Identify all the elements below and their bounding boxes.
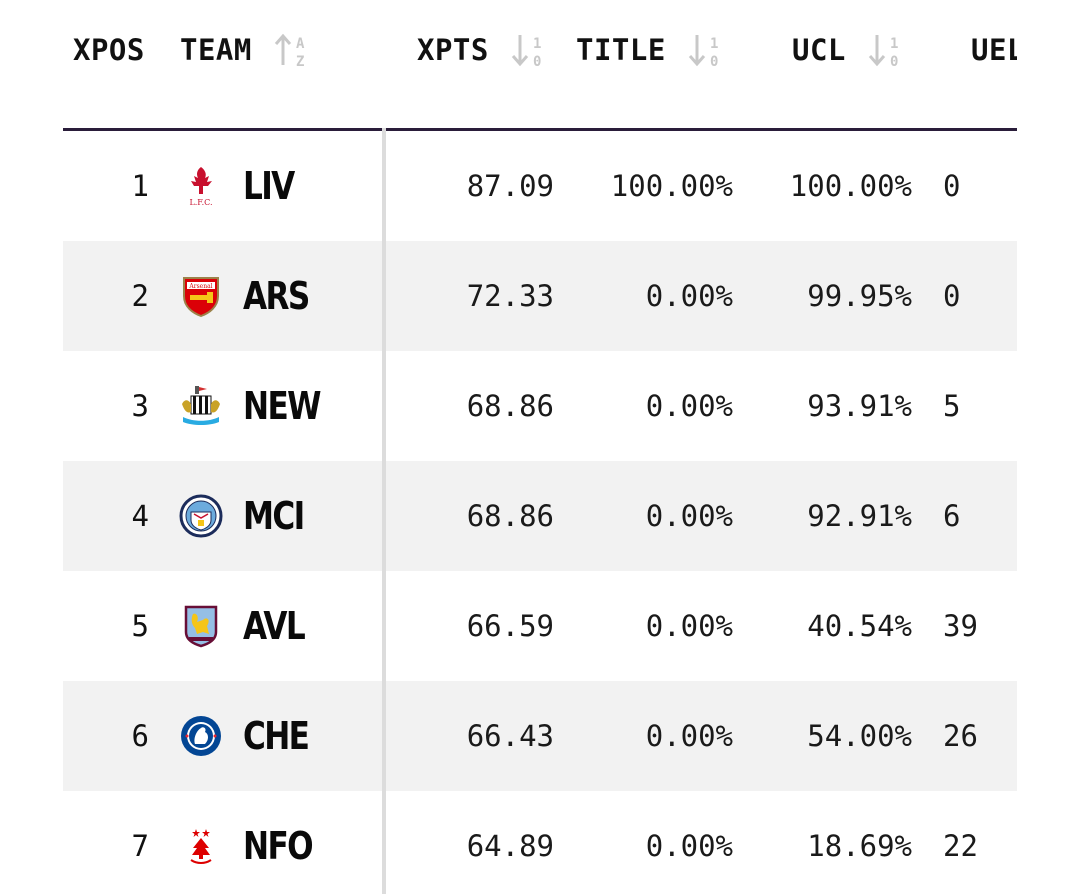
title-value: 0.00% [645,389,733,423]
sort-numeric-desc-icon[interactable]: 1 0 [511,31,547,69]
sort-alpha-icon[interactable]: A Z [274,31,310,69]
svg-text:0: 0 [710,54,719,69]
header-uel[interactable]: UEL [971,28,1017,72]
row-position: 1 [131,169,149,203]
newcastle-crest-icon [179,384,223,428]
title-value: 0.00% [645,829,733,863]
team-abbr[interactable]: LIV [243,164,295,208]
svg-text:0: 0 [533,54,542,69]
aston-villa-crest-icon [179,604,223,648]
svg-text:A: A [296,36,305,52]
table-row[interactable]: 3 NEW 68.86 0.00% 93.91% 5 [63,351,1017,461]
title-value: 0.00% [645,609,733,643]
ucl-value: 92.91% [807,499,912,533]
uel-value: 26 [943,719,978,753]
table-row[interactable]: 7 NFO 64.89 0.00% 18.69% 22 [63,791,1017,894]
xpts-value: 66.43 [466,719,554,753]
row-position: 3 [131,389,149,423]
sort-numeric-desc-icon[interactable]: 1 0 [688,31,724,69]
svg-text:1: 1 [890,36,899,52]
xpts-value: 66.59 [466,609,554,643]
svg-text:Arsenal: Arsenal [188,283,212,290]
header-ucl[interactable]: UCL 1 0 [792,28,904,72]
standings-table: XPOS TEAM A Z XPTS 1 0 [63,0,1017,894]
ucl-value: 93.91% [807,389,912,423]
title-value: 0.00% [645,719,733,753]
chelsea-crest-icon [179,714,223,758]
team-abbr[interactable]: CHE [243,714,310,758]
row-position: 2 [131,279,149,313]
table-row[interactable]: 4 MCI 68.86 0.00% 92.91% 6 [63,461,1017,571]
xpts-value: 64.89 [466,829,554,863]
uel-value: 22 [943,829,978,863]
header-xpts-label: XPTS [417,33,489,67]
header-uel-label: UEL [971,33,1017,67]
xpts-value: 72.33 [466,279,554,313]
header-title-label: TITLE [576,33,666,67]
sort-numeric-desc-icon[interactable]: 1 0 [868,31,904,69]
team-abbr[interactable]: NEW [243,384,321,428]
title-value: 100.00% [610,169,733,203]
svg-text:1: 1 [533,36,542,52]
svg-text:L.F.C.: L.F.C. [189,198,212,207]
table-header: XPOS TEAM A Z XPTS 1 0 [63,0,1017,131]
title-value: 0.00% [645,279,733,313]
uel-value: 5 [943,389,961,423]
ucl-value: 100.00% [789,169,912,203]
header-xpos[interactable]: XPOS [73,28,145,72]
ucl-value: 40.54% [807,609,912,643]
team-abbr[interactable]: MCI [243,494,305,538]
sticky-column-divider [382,128,386,894]
team-abbr[interactable]: AVL [243,604,306,648]
nottingham-forest-crest-icon [179,824,223,868]
xpts-value: 87.09 [466,169,554,203]
svg-text:0: 0 [890,54,899,69]
header-xpos-label: XPOS [73,33,145,67]
team-abbr[interactable]: NFO [243,824,314,868]
team-abbr[interactable]: ARS [243,274,310,318]
header-team-label: TEAM [180,33,252,67]
liverpool-crest-icon: L.F.C. [179,164,223,208]
ucl-value: 54.00% [807,719,912,753]
header-team[interactable]: TEAM A Z [180,28,310,72]
svg-text:1: 1 [710,36,719,52]
table-row[interactable]: 5 AVL 66.59 0.00% 40.54% 39 [63,571,1017,681]
row-position: 7 [131,829,149,863]
header-title[interactable]: TITLE 1 0 [576,28,724,72]
ucl-value: 18.69% [807,829,912,863]
uel-value: 0 [943,169,961,203]
table-row[interactable]: 2 Arsenal ARS 72.33 0.00% 99.95% 0 [63,241,1017,351]
uel-value: 0 [943,279,961,313]
man-city-crest-icon [179,494,223,538]
arsenal-crest-icon: Arsenal [179,274,223,318]
ucl-value: 99.95% [807,279,912,313]
xpts-value: 68.86 [466,499,554,533]
table-row[interactable]: 1 L.F.C. LIV 87.09 100.00% 100.00% 0 [63,131,1017,241]
uel-value: 39 [943,609,978,643]
row-position: 4 [131,499,149,533]
row-position: 6 [131,719,149,753]
title-value: 0.00% [645,499,733,533]
uel-value: 6 [943,499,961,533]
xpts-value: 68.86 [466,389,554,423]
header-xpts[interactable]: XPTS 1 0 [417,28,547,72]
svg-text:Z: Z [296,54,305,69]
header-ucl-label: UCL [792,33,846,67]
table-row[interactable]: 6 CHE 66.43 0.00% 54.00% 26 [63,681,1017,791]
row-position: 5 [131,609,149,643]
